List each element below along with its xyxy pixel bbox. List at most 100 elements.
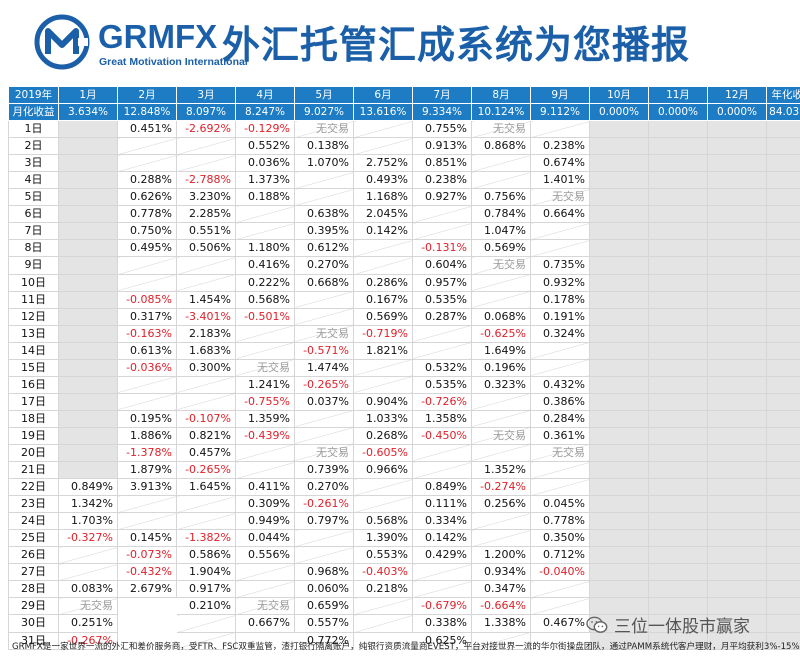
table-cell (589, 120, 649, 139)
table-cell (353, 358, 413, 377)
table-cell (648, 546, 708, 565)
table-cell: 0.286% (353, 273, 413, 292)
table-cell (648, 137, 708, 156)
table-cell: 无交易 (530, 443, 590, 463)
table-cell (707, 188, 767, 207)
table-cell (707, 495, 767, 514)
table-cell (412, 443, 472, 463)
table-cell: 无交易 (471, 256, 531, 275)
table-cell (648, 171, 708, 190)
table-cell (117, 614, 177, 633)
table-row: 5日 0.626% 3.230% 0.188% 1.168% 0.927% 0.756% 无交… (8, 188, 800, 207)
table-cell: 1.454% (176, 290, 236, 309)
day-label: 14日 (8, 341, 59, 360)
table-row: 12日 0.317% -3.401% -0.501% 0.569% 0.287% 0.068… (8, 307, 800, 326)
table-cell (766, 512, 800, 531)
table-cell: -0.265% (294, 375, 354, 394)
table-cell (766, 222, 800, 241)
table-cell (766, 478, 800, 497)
table-cell (471, 273, 531, 292)
table-cell (176, 512, 236, 531)
table-cell (648, 426, 708, 445)
table-row: 24日 1.703% 0.949% 0.797% 0.568% 0.334% 0.778% (8, 512, 800, 531)
table-cell (589, 563, 649, 582)
table-cell: -0.267% (58, 631, 118, 650)
month-header: 2月 (117, 85, 177, 105)
monthly-return: 10.124% (471, 103, 531, 122)
table-cell (766, 171, 800, 190)
table-cell (235, 563, 295, 582)
table-row: 8日 0.495% 0.506% 1.180% 0.612% -0.131% 0.569% (8, 239, 800, 258)
day-label: 13日 (8, 324, 59, 343)
table-cell: -0.163% (117, 324, 177, 343)
table-cell: 1.241% (235, 375, 295, 394)
table-cell (589, 529, 649, 548)
table-cell: 0.411% (235, 478, 295, 497)
table-cell (412, 461, 472, 480)
table-cell: 无交易 (294, 443, 354, 463)
table-cell (766, 529, 800, 548)
table-cell (530, 239, 590, 258)
table-cell (530, 478, 590, 497)
table-row: 6日 0.778% 2.285% 0.638% 2.045% 0.784% 0.664% (8, 205, 800, 224)
monthly-return: 8.097% (176, 103, 236, 122)
table-cell (117, 273, 177, 292)
table-cell: 0.551% (176, 222, 236, 241)
table-cell (353, 137, 413, 156)
table-cell (176, 495, 236, 514)
table-cell: -0.450% (412, 426, 472, 445)
table-cell: 0.913% (412, 137, 472, 156)
table-cell (766, 256, 800, 275)
footer-note: GRMFX是一家世界一流的外汇和差价服务商，受FTR、FSC双重监管，渣打银行隔… (12, 642, 800, 652)
wechat-icon (586, 616, 608, 633)
table-cell (58, 205, 118, 224)
table-cell (58, 461, 118, 480)
table-cell: 0.068% (471, 307, 531, 326)
table-cell: -2.692% (176, 120, 236, 139)
table-cell (589, 239, 649, 258)
table-cell (58, 273, 118, 292)
table-cell (117, 597, 177, 616)
table-cell: 1.200% (471, 546, 531, 565)
table-cell (471, 392, 531, 411)
table-cell (648, 563, 708, 582)
table-cell: 1.352% (471, 461, 531, 480)
table-cell: 0.167% (353, 290, 413, 309)
table-cell (766, 631, 800, 650)
table-cell (589, 154, 649, 173)
table-cell (707, 273, 767, 292)
table-cell: 0.416% (235, 256, 295, 275)
table-cell: 1.645% (176, 478, 236, 497)
table-cell (471, 290, 531, 309)
table-cell (58, 358, 118, 377)
table-cell: -0.571% (294, 341, 354, 360)
table-cell (766, 580, 800, 599)
table-cell (294, 409, 354, 428)
table-cell: 0.535% (412, 375, 472, 394)
table-cell: 0.111% (412, 495, 472, 514)
table-cell: -1.382% (176, 529, 236, 548)
table-cell: 0.557% (294, 614, 354, 633)
table-cell (707, 137, 767, 156)
table-row: 7日 0.750% 0.551% 0.395% 0.142% 1.047% (8, 222, 800, 241)
table-cell: 0.495% (117, 239, 177, 258)
table-cell (648, 273, 708, 292)
table-cell: -0.085% (117, 290, 177, 309)
day-label: 31日 (8, 631, 59, 650)
table-cell (648, 461, 708, 480)
table-cell (530, 222, 590, 241)
table-cell: 0.556% (235, 546, 295, 565)
table-cell: 0.338% (412, 614, 472, 633)
day-label: 7日 (8, 222, 59, 241)
table-cell (648, 324, 708, 343)
table-cell (294, 290, 354, 309)
table-cell (58, 307, 118, 326)
table-cell (648, 358, 708, 377)
table-cell: 0.309% (235, 495, 295, 514)
table-cell: 0.568% (353, 512, 413, 531)
table-cell (117, 375, 177, 394)
table-cell (117, 154, 177, 173)
table-cell (117, 512, 177, 531)
table-cell: -0.755% (235, 392, 295, 411)
day-label: 3日 (8, 154, 59, 173)
